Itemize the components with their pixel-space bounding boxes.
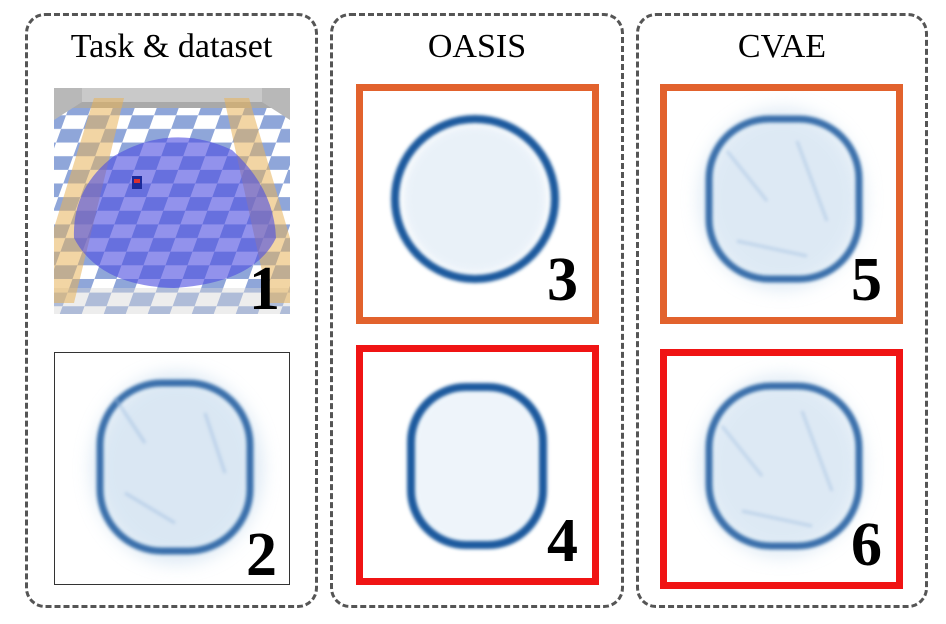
oasis-bottom-panel: 4: [356, 345, 599, 585]
panel-number-4: 4: [547, 507, 578, 575]
panel-number-3: 3: [547, 246, 578, 314]
column-oasis: [330, 13, 624, 608]
density-ring: [96, 379, 254, 555]
oasis-top-density-plot: [391, 115, 559, 283]
environment-scene: [54, 88, 290, 314]
column-task-dataset: [25, 13, 318, 608]
oasis-top-panel: 3: [356, 84, 599, 324]
cvae-top-density-plot: [700, 109, 864, 289]
panel-number-2: 2: [246, 521, 277, 585]
panel-number-1: 1: [249, 255, 280, 314]
density-ring: [391, 115, 559, 283]
safe-region: [73, 137, 276, 288]
column-title-cvae: CVAE: [737, 28, 827, 65]
density-ring: [705, 115, 863, 283]
density-ring: [705, 382, 863, 550]
column-cvae: [636, 13, 928, 608]
oasis-bottom-density-plot: [407, 383, 547, 549]
cvae-top-panel: 5: [660, 84, 903, 324]
cvae-bottom-density-plot: [700, 376, 864, 556]
panel-number-5: 5: [851, 246, 882, 314]
cvae-bottom-panel: 6: [660, 349, 903, 589]
dataset-density-plot: [92, 373, 262, 563]
panel-number-6: 6: [851, 511, 882, 579]
column-title-oasis: OASIS: [427, 28, 527, 65]
dataset-density-panel: 2: [54, 352, 290, 585]
density-ring: [407, 383, 547, 549]
column-title-task-dataset: Task & dataset: [70, 28, 273, 65]
task-environment-panel: 1: [54, 88, 290, 314]
